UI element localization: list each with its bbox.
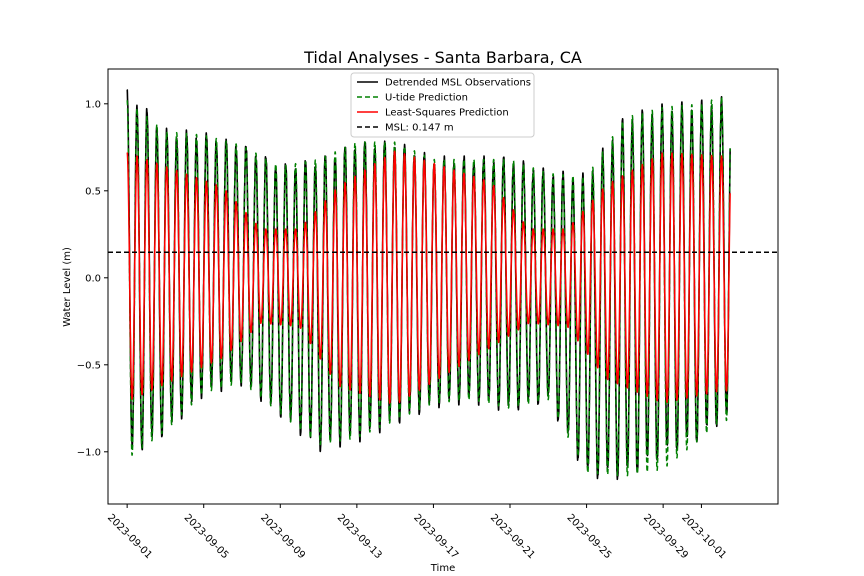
legend-label: Detrended MSL Observations [385,78,531,89]
legend-label: Least-Squares Prediction [385,108,509,119]
y-tick-label: 0.0 [85,273,101,284]
y-axis: −1.0 −0.5 0.0 0.5 1.0 [77,99,108,458]
series-utide-line [126,96,731,477]
y-tick-label: 1.0 [85,99,101,110]
legend-box [350,72,535,138]
y-tick-label: −1.0 [77,447,101,458]
legend: Detrended MSL Observations U-tide Predict… [350,72,535,138]
y-tick-label: 0.5 [85,186,101,197]
chart-title: Tidal Analyses - Santa Barbara, CA [303,48,582,67]
series-least-squares-line [126,150,731,404]
y-tick-label: −0.5 [77,360,101,371]
legend-label: MSL: 0.147 m [385,123,454,134]
plot-area [108,88,778,481]
x-axis-title: Time [430,563,455,574]
axes-frame [107,68,779,505]
legend-label: U-tide Prediction [385,93,468,104]
y-axis-title: Water Level (m) [62,247,73,327]
